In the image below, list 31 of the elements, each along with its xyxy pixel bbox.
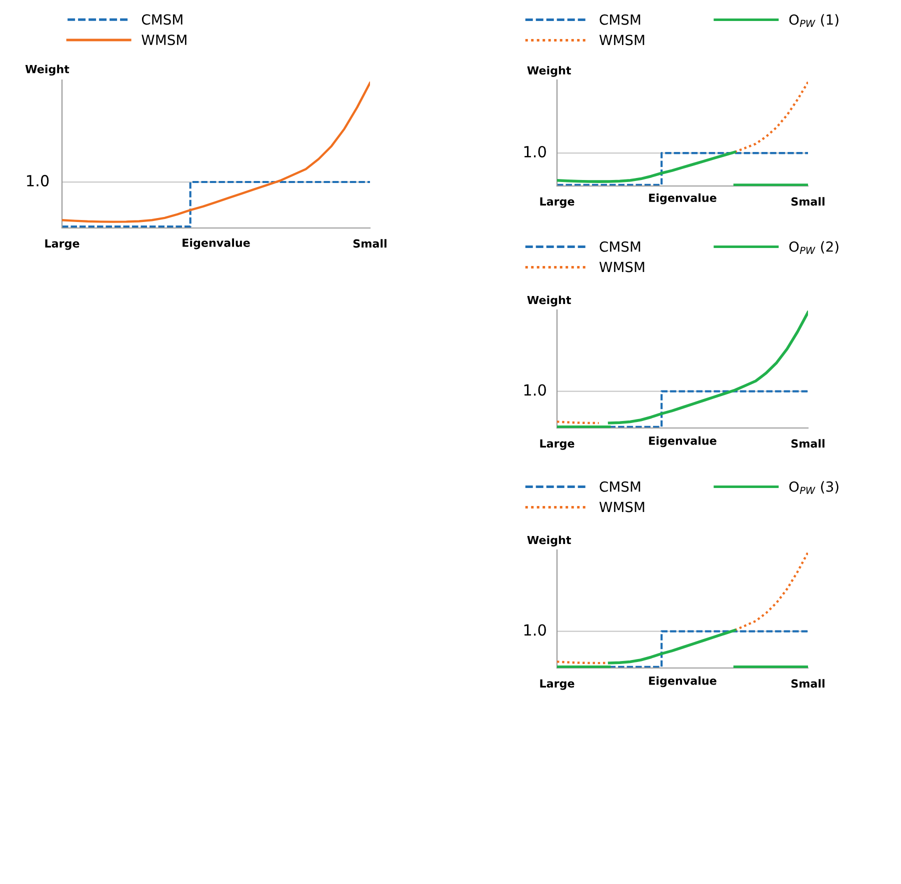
legend-label: CMSM [600,241,640,252]
y-axis-title: Weight [527,66,571,77]
x-tick-label: Large [540,679,574,690]
legend-label: WMSM [142,34,186,46]
legend-label: CMSM [600,481,640,492]
text: 1.0 [27,174,49,186]
legend-label: WMSM [599,34,644,46]
x-tick-label: Large [45,239,80,250]
x-tick-label: Small [791,197,824,206]
legend-label: CMSM [600,14,640,25]
x-axis-title: Eigenvalue [649,436,716,448]
x-axis-title: Eigenvalue [182,238,250,250]
text: 1.0 [524,624,546,636]
x-tick-label: Small [353,239,386,248]
x-tick-label: Large [540,439,574,450]
legend-label: CMSM [142,14,182,25]
legend-label: WMSM [599,502,644,512]
y-axis-title: Weight [527,536,571,546]
x-tick-label: Large [540,197,574,208]
text: 1.0 [524,384,546,396]
text: 1.0 [524,146,546,158]
x-tick-label: Small [791,679,824,688]
x-tick-label: Small [791,439,824,448]
y-axis-title: Weight [527,296,571,306]
legend-label: WMSM [599,262,644,272]
y-axis-title: Weight [25,64,70,76]
legend-label: O$_{PW}$ (2) [789,241,838,254]
x-axis-title: Eigenvalue [649,676,716,688]
legend-label: O$_{PW}$ (3) [789,481,838,494]
x-axis-title: Eigenvalue [649,193,716,204]
legend-label: O$_{PW}$ (1) [789,14,838,27]
